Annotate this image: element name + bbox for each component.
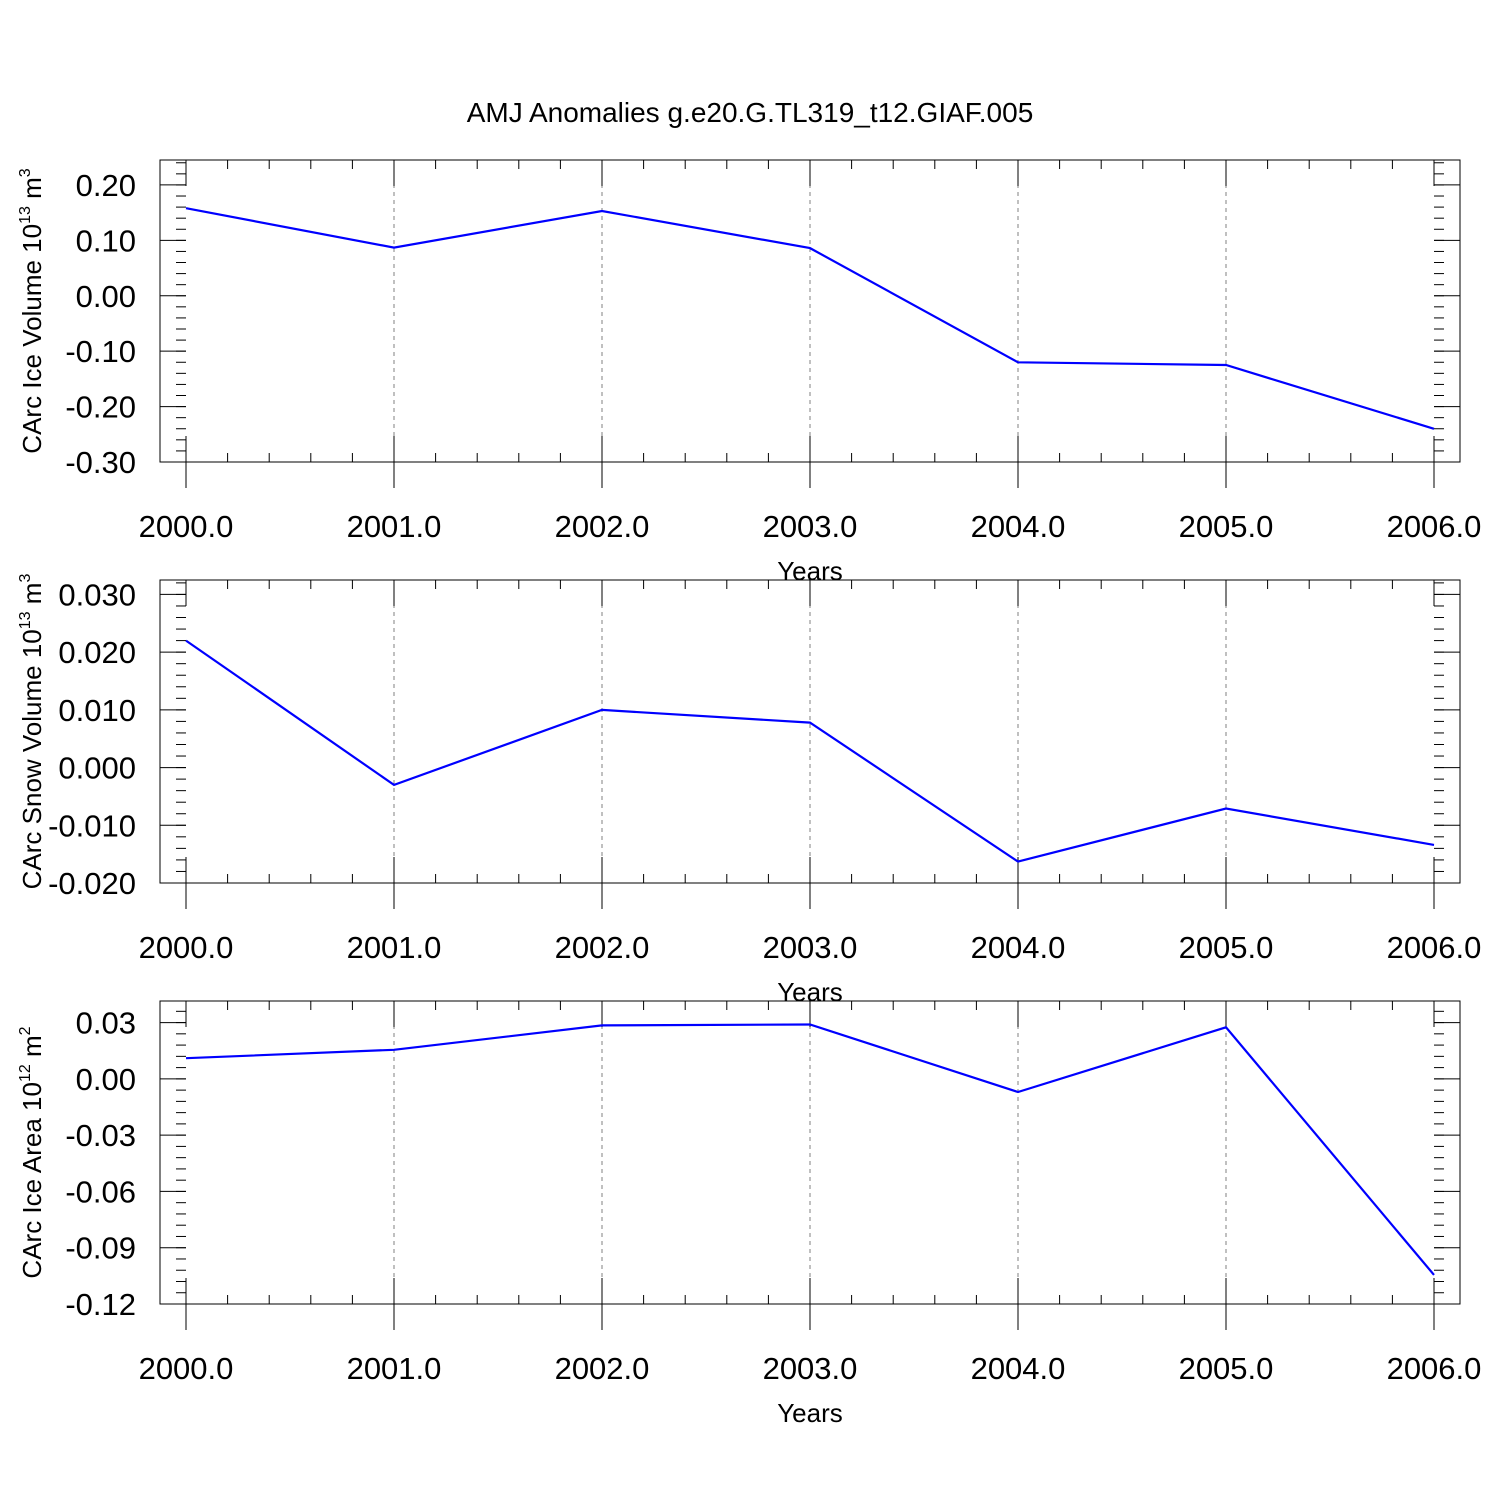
x-tick-label: 2005.0: [1179, 930, 1274, 965]
x-axis-label: Years: [777, 1398, 843, 1428]
panel-1: 2000.0 2001.0 2002.0 2003.0 2004.0 2005.0 2006…: [17, 159, 1482, 586]
y-tick-label: -0.30: [65, 445, 136, 480]
y-axis-label-superscript: 12: [17, 1064, 34, 1082]
x-tick-label: 2004.0: [971, 930, 1066, 965]
x-tick-label: 2006.0: [1387, 930, 1482, 965]
y-axis-label-part: CArc Ice Area 10: [17, 1082, 47, 1279]
y-tick-label: -0.06: [65, 1174, 136, 1209]
y-axis-label-superscript: 3: [17, 168, 34, 177]
y-tick-label: -0.03: [65, 1118, 136, 1153]
y-tick-label: 0.03: [76, 1006, 136, 1041]
x-tick-label: 2003.0: [763, 509, 858, 544]
x-tick-label: 2001.0: [347, 1351, 442, 1386]
y-axis-label: CArc Snow Volume 1013 m3: [17, 574, 47, 890]
y-tick-label: -0.010: [48, 808, 136, 843]
y-tick-label: -0.12: [65, 1287, 136, 1322]
y-axis-label-superscript: 13: [17, 611, 34, 629]
y-tick-label: -0.20: [65, 390, 136, 425]
y-tick-label: 0.010: [58, 693, 136, 728]
y-axis-label-part: m: [17, 1035, 47, 1064]
x-tick-label: 2005.0: [1179, 1351, 1274, 1386]
y-axis-label: CArc Ice Area 1012 m2: [17, 1026, 47, 1278]
y-tick-label: 0.000: [58, 751, 136, 786]
panels: 2000.0 2001.0 2002.0 2003.0 2004.0 2005.0 2006…: [17, 159, 1482, 1428]
y-tick-label: 0.20: [76, 168, 136, 203]
x-tick-label: 2000.0: [139, 930, 234, 965]
y-tick-label: 0.00: [76, 1062, 136, 1097]
x-tick-label: 2002.0: [555, 930, 650, 965]
panel-3: 2000.0 2001.0 2002.0 2003.0 2004.0 2005.0 2006…: [17, 1000, 1482, 1428]
x-tick-label: 2006.0: [1387, 509, 1482, 544]
x-tick-label: 2005.0: [1179, 509, 1274, 544]
x-tick-label: 2000.0: [139, 1351, 234, 1386]
y-tick-label: 0.030: [58, 577, 136, 612]
x-tick-label: 2002.0: [555, 509, 650, 544]
x-tick-label: 2003.0: [763, 930, 858, 965]
x-tick-label: 2001.0: [347, 930, 442, 965]
x-tick-label: 2006.0: [1387, 1351, 1482, 1386]
y-axis-label-part: m: [17, 177, 47, 206]
y-tick-label: -0.09: [65, 1231, 136, 1266]
y-axis-label-superscript: 13: [17, 206, 34, 224]
x-tick-label: 2002.0: [555, 1351, 650, 1386]
y-axis-label-part: m: [17, 583, 47, 612]
y-tick-label: 0.020: [58, 635, 136, 670]
panel-2: 2000.0 2001.0 2002.0 2003.0 2004.0 2005.0 2006…: [17, 574, 1481, 1007]
y-tick-label: -0.020: [48, 866, 136, 901]
y-axis-label: CArc Ice Volume 1013 m3: [17, 168, 47, 453]
x-tick-label: 2004.0: [971, 509, 1066, 544]
y-tick-label: 0.00: [76, 279, 136, 314]
x-tick-label: 2003.0: [763, 1351, 858, 1386]
series-line: [185, 639, 1435, 863]
y-axis-label-part: CArc Ice Volume 10: [17, 224, 47, 454]
chart-title: AMJ Anomalies g.e20.G.TL319_t12.GIAF.005: [467, 97, 1034, 128]
y-tick-label: -0.10: [65, 334, 136, 369]
y-axis-label-superscript: 3: [17, 574, 34, 583]
series-line: [185, 1023, 1435, 1276]
y-tick-label: 0.10: [76, 223, 136, 258]
y-axis-label-part: CArc Snow Volume 10: [17, 629, 47, 889]
x-tick-label: 2004.0: [971, 1351, 1066, 1386]
y-axis-label-superscript: 2: [17, 1026, 34, 1035]
x-tick-label: 2001.0: [347, 509, 442, 544]
x-tick-label: 2000.0: [139, 509, 234, 544]
